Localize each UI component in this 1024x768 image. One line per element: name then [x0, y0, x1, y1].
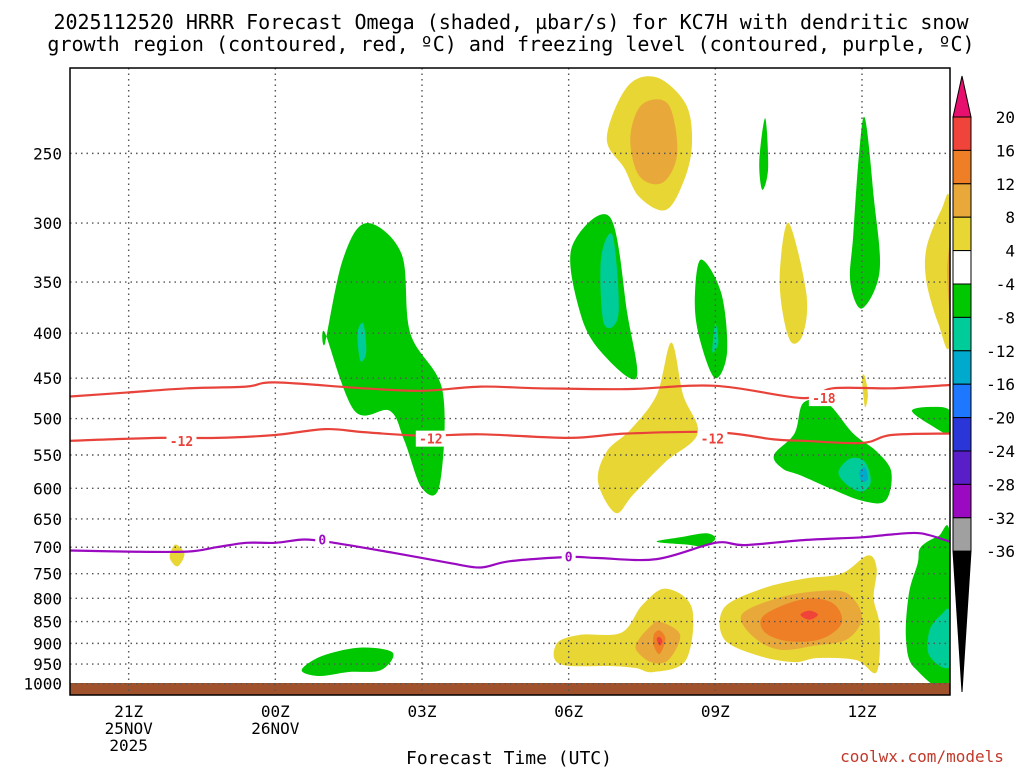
- credit-text: coolwx.com/models: [840, 747, 1004, 766]
- y-tick-label: 850: [33, 613, 62, 632]
- colorbar-swatch-7: [952, 316, 972, 352]
- omega-region-13: [656, 533, 716, 547]
- omega-region-12: [911, 406, 950, 435]
- colorbar-label: -12: [986, 342, 1015, 361]
- y-tick-label: 900: [33, 634, 62, 653]
- colorbar-top-arrow: [952, 75, 972, 118]
- colorbar-label: -24: [986, 442, 1015, 461]
- y-tick-label: 950: [33, 655, 62, 674]
- freezing-contour-label-bg: [561, 548, 576, 565]
- chart-title-line1: 2025112520 HRRR Forecast Omega (shaded, …: [53, 10, 969, 34]
- x-tick-label: 21Z: [114, 702, 143, 721]
- omega-region-5: [694, 259, 728, 379]
- colorbar-label: -28: [986, 475, 1015, 494]
- colorbar-label: 16: [996, 141, 1015, 160]
- colorbar-swatch-5: [952, 250, 972, 285]
- colorbar-swatch-8: [952, 350, 972, 385]
- omega-region-27: [656, 636, 663, 646]
- omega-region-30: [760, 598, 843, 642]
- omega-region-15: [927, 608, 950, 669]
- contour-label: 0: [318, 534, 326, 549]
- omega-region-8: [849, 116, 881, 309]
- dendritic-contour-1: [70, 427, 950, 445]
- y-tick-label: 400: [33, 324, 62, 343]
- colorbar-swatch-3: [952, 183, 972, 218]
- omega-region-4: [600, 233, 619, 329]
- x-tick-label: 12Z: [848, 702, 877, 721]
- y-tick-label: 500: [33, 410, 62, 429]
- dendritic-contour-label: -12: [170, 435, 193, 450]
- colorbar-label: -20: [986, 409, 1015, 428]
- y-tick-label: 700: [33, 538, 62, 557]
- colorbar-label: 20: [996, 108, 1015, 127]
- colorbar-swatch-6: [952, 283, 972, 318]
- colorbar-label: -36: [986, 542, 1015, 561]
- omega-region-10: [838, 457, 871, 492]
- plot-area: -18 -12 0 -12 -12 0 250 300 350 400 450 500 550 600 65…: [23, 67, 951, 755]
- omega-region-19: [924, 193, 950, 350]
- plot-content: -18 -12 0 -12 -12 0: [70, 68, 950, 695]
- colorbar-label: 12: [996, 175, 1015, 194]
- colorbar-swatch-9: [952, 383, 972, 419]
- colorbar-legend: 20 16 12 8 4 -4 -8 -12 -16 -20 -24 -28 -32 -36: [952, 75, 1015, 693]
- colorbar-swatch-13: [952, 517, 972, 552]
- y-tick-label: 300: [33, 214, 62, 233]
- y-tick-label: 750: [33, 565, 62, 584]
- omega-region-31: [800, 610, 818, 620]
- x-tick-label: 06Z: [554, 702, 583, 721]
- x-tick-label: 00Z: [261, 702, 290, 721]
- x-tick-label: 26NOV: [251, 719, 300, 738]
- colorbar-label: -8: [996, 308, 1015, 327]
- x-axis-label: Forecast Time (UTC): [406, 748, 612, 768]
- dendritic-contour-label-bg: [166, 432, 197, 449]
- omega-region-21: [597, 342, 699, 514]
- omega-region-18: [779, 222, 808, 344]
- freezing-contour-label: 0: [565, 550, 573, 565]
- colorbar-label: -16: [986, 375, 1015, 394]
- y-tick-label: 450: [33, 369, 62, 388]
- freezing-level-contour-0: [70, 531, 950, 569]
- colorbar-bottom-arrow: [952, 550, 972, 693]
- omega-region-11: [859, 467, 868, 483]
- colorbar-swatch-11: [952, 450, 972, 485]
- y-tick-label: 600: [33, 479, 62, 498]
- omega-region-0: [322, 223, 445, 496]
- y-tick-label: 650: [33, 510, 62, 529]
- chart-title-line2: growth region (contoured, red, ºC) and f…: [47, 32, 974, 56]
- y-tick-label: 250: [33, 144, 62, 163]
- colorbar-label: 8: [1005, 208, 1015, 227]
- terrain-strip: [70, 683, 950, 695]
- x-tick-label: 03Z: [408, 702, 437, 721]
- x-tick-label: 25NOV: [105, 719, 154, 738]
- colorbar-label: -32: [986, 509, 1015, 528]
- x-tick-label: 09Z: [701, 702, 730, 721]
- colorbar-swatch-2: [952, 149, 972, 185]
- omega-region-1: [357, 322, 367, 362]
- y-tick-label: 1000: [23, 675, 62, 694]
- y-tick-label: 350: [33, 273, 62, 292]
- omega-region-23: [862, 374, 868, 408]
- omega-region-2: [301, 647, 394, 677]
- contour-label-bg: [415, 430, 446, 447]
- dendritic-contour-label: -18: [812, 392, 836, 407]
- contour-label: -12: [701, 433, 724, 448]
- colorbar-swatch-10: [952, 417, 972, 452]
- colorbar-label: -4: [996, 275, 1015, 294]
- contour-label-bg: [315, 531, 330, 548]
- colorbar-swatch-4: [952, 216, 972, 252]
- contour-label: -12: [419, 433, 442, 448]
- colorbar-swatch-1: [952, 116, 972, 151]
- y-tick-label: 550: [33, 446, 62, 465]
- omega-region-17: [630, 99, 678, 185]
- contour-label-bg: [697, 430, 728, 447]
- colorbar-label: 4: [1005, 242, 1015, 261]
- omega-region-22: [169, 544, 185, 567]
- colorbar-swatch-12: [952, 483, 972, 519]
- y-tick-label: 800: [33, 589, 62, 608]
- dendritic-contour-label-bg: [808, 390, 839, 407]
- plot-border: [69, 67, 951, 696]
- x-tick-label: 2025: [109, 736, 148, 755]
